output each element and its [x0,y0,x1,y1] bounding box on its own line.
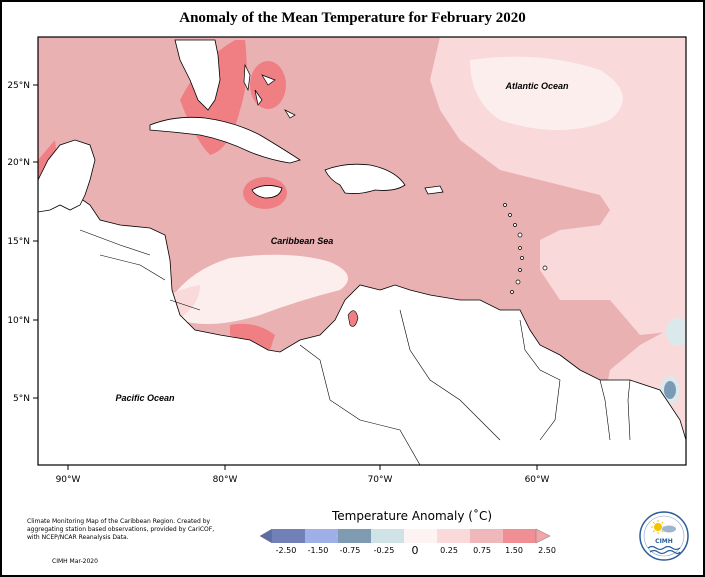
colorbar-tick-label: 0.25 [440,546,458,555]
lat-label: 20°N [7,158,30,168]
credit-date: CIMH Mar-2020 [52,558,98,565]
land-jamaica [251,185,283,199]
colorbar-segment [305,529,338,543]
colorbar-min-arrow [259,528,273,544]
label-atlantic-ocean: Atlantic Ocean [504,81,569,91]
cloud-icon [662,525,676,533]
lon-label: 70°W [368,475,393,485]
anomaly-coolspot-amapa-core [664,381,676,399]
map-title: Anomaly of the Mean Temperature for Febr… [179,10,526,26]
land-florida [174,39,221,111]
cimh-logo: CIMH [639,511,689,561]
logo-ring [639,511,689,561]
lat-label: 10°N [7,316,30,326]
lon-label: 60°W [525,475,550,485]
lon-label: 90°W [56,475,81,485]
credit-text: Climate Monitoring Map of the Caribbean … [27,518,215,541]
colorbar-segment [371,529,404,543]
colorbar-tick-label: -0.25 [374,546,395,555]
land-hispaniola [324,163,406,194]
colorbar-tick-label: -2.50 [276,546,297,555]
logo-text: CIMH [655,538,673,545]
colorbar-tick-label: 2.50 [538,546,556,555]
lake-maracaibo [347,310,359,327]
land-south-central-america [38,197,686,465]
land-puerto-rico [424,185,444,195]
colorbar-segment [404,529,437,543]
anomaly-region-atlantic-lightest [470,56,623,130]
anomaly-region-caribbean-south [170,254,348,324]
colorbar-segment [503,529,536,543]
lat-label: 15°N [7,237,30,247]
axis-ticks [33,84,538,470]
land-yucatan [38,139,96,213]
label-caribbean-sea: Caribbean Sea [271,236,334,246]
land-lesser-antilles [503,203,548,294]
country-borders [79,229,631,465]
logo-inner-ring [643,515,685,557]
colorbar-segment [272,529,305,543]
colorbar-segment [338,529,371,543]
label-pacific-ocean: Pacific Ocean [115,393,175,403]
map-border [37,36,687,466]
colorbar-tick-label: 0 [412,544,419,557]
land-bahamas [243,63,296,119]
lon-label: 80°W [213,475,238,485]
land-cuba [149,116,301,164]
colorbar-tick-label: 1.50 [505,546,523,555]
lat-label: 25°N [7,81,30,91]
colorbar-segment [470,529,503,543]
colorbar-tick-label: -1.50 [308,546,329,555]
colorbar-tick-label: 0.75 [473,546,491,555]
colorbar-max-arrow [535,528,551,544]
anomaly-coolspot-atlantic [666,318,686,346]
colorbar-tick-label: -0.75 [340,546,361,555]
anomaly-hotspot-panama [230,323,275,350]
colorbar: -2.50 -1.50 -0.75 -0.25 0 0.25 0.75 1.50… [259,528,556,557]
sun-icon [651,520,665,534]
anomaly-region-caribbean-edge [160,285,200,318]
lat-label: 5°N [13,394,30,404]
colorbar-segment [437,529,470,543]
legend-title: Temperature Anomaly (˚C) [331,509,493,523]
wave-icon [647,545,681,555]
map-plot-area [38,37,686,465]
